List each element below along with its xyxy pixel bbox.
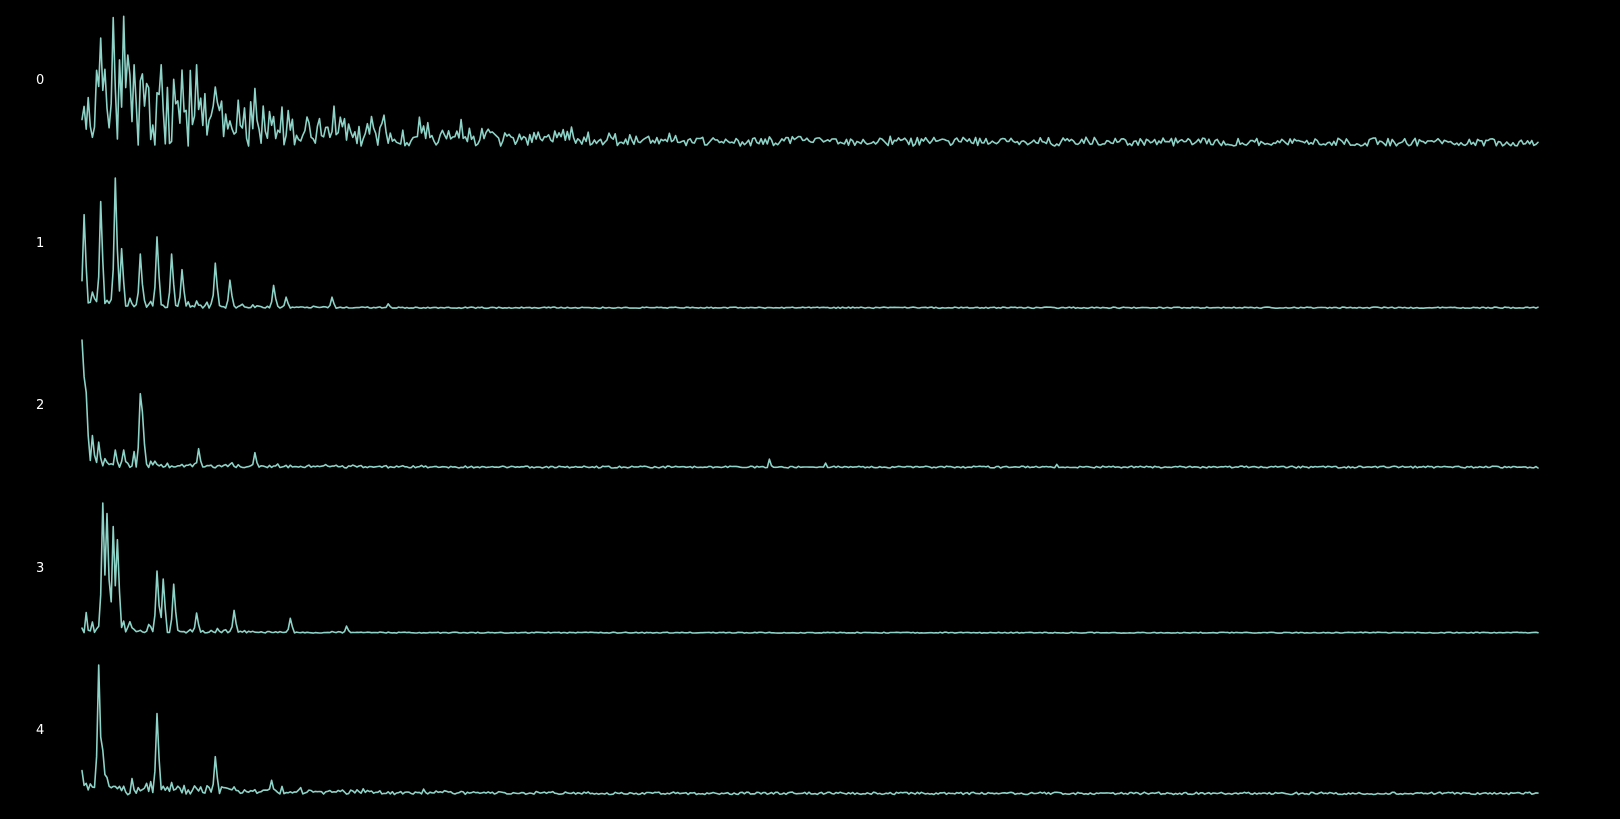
spectrum-panel-3: 3 xyxy=(0,498,1620,661)
spectrum-plot xyxy=(81,15,1539,147)
spectrum-panel-2: 2 xyxy=(0,335,1620,498)
spectrum-panel-4: 4 xyxy=(0,660,1620,819)
spectrum-plot xyxy=(81,664,1539,796)
spectrum-line-2 xyxy=(81,339,1539,469)
spectrum-plot xyxy=(81,177,1539,310)
spectrum-plot xyxy=(81,502,1539,634)
spectrum-plot xyxy=(81,339,1539,469)
panel-label: 1 xyxy=(36,236,45,251)
panel-label: 0 xyxy=(36,73,45,88)
panel-label: 3 xyxy=(36,561,45,576)
spectrum-line-0 xyxy=(81,15,1539,147)
spectrum-line-4 xyxy=(81,664,1539,796)
spectrum-panel-1: 1 xyxy=(0,173,1620,336)
panel-label: 4 xyxy=(36,723,45,738)
spectrum-panel-0: 0 xyxy=(0,10,1620,173)
spectrum-line-1 xyxy=(81,177,1539,310)
panel-label: 2 xyxy=(36,398,45,413)
spectrum-line-3 xyxy=(81,502,1539,634)
